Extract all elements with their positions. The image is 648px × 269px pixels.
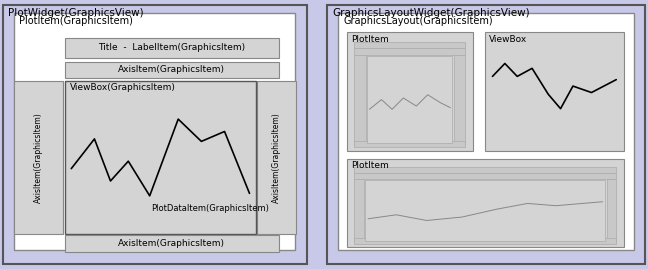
Bar: [354, 173, 616, 179]
Bar: [365, 180, 605, 241]
Text: GraphicsLayout(GraphicsItem): GraphicsLayout(GraphicsItem): [343, 16, 493, 26]
Bar: [327, 5, 645, 264]
Bar: [65, 235, 279, 252]
Text: PlotItem(GraphicsItem): PlotItem(GraphicsItem): [19, 16, 133, 26]
Bar: [65, 38, 279, 58]
Text: GraphicsLayoutWidget(GraphicsView): GraphicsLayoutWidget(GraphicsView): [332, 8, 530, 18]
Bar: [354, 141, 465, 147]
Bar: [257, 81, 296, 234]
Text: AxisItem(GraphicsItem): AxisItem(GraphicsItem): [118, 65, 226, 75]
Text: PlotItem: PlotItem: [351, 35, 389, 44]
Bar: [65, 62, 279, 78]
Bar: [14, 81, 63, 234]
Text: AxisItem(GraphicsItem): AxisItem(GraphicsItem): [272, 112, 281, 203]
Text: ViewBox: ViewBox: [489, 35, 527, 44]
Bar: [354, 48, 465, 55]
Bar: [338, 13, 634, 250]
Text: AxisItem(GraphicsItem): AxisItem(GraphicsItem): [34, 112, 43, 203]
Text: PlotDataItem(GraphicsItem): PlotDataItem(GraphicsItem): [151, 204, 269, 213]
Text: Title  -  LabelItem(GraphicsItem): Title - LabelItem(GraphicsItem): [98, 43, 246, 52]
Bar: [454, 55, 465, 144]
Bar: [485, 32, 624, 151]
Bar: [14, 13, 295, 250]
Text: PlotItem: PlotItem: [351, 161, 389, 170]
Bar: [3, 5, 307, 264]
Bar: [347, 159, 624, 247]
Bar: [354, 238, 616, 244]
Bar: [607, 179, 616, 242]
Text: PlotWidget(GraphicsView): PlotWidget(GraphicsView): [8, 8, 144, 18]
Bar: [367, 56, 452, 143]
Bar: [354, 167, 616, 173]
Bar: [347, 32, 473, 151]
Bar: [65, 81, 256, 234]
Bar: [354, 179, 364, 242]
Bar: [354, 42, 465, 48]
Text: AxisItem(GraphicsItem): AxisItem(GraphicsItem): [118, 239, 226, 248]
Bar: [354, 55, 366, 144]
Text: ViewBox(GraphicsItem): ViewBox(GraphicsItem): [70, 83, 176, 92]
